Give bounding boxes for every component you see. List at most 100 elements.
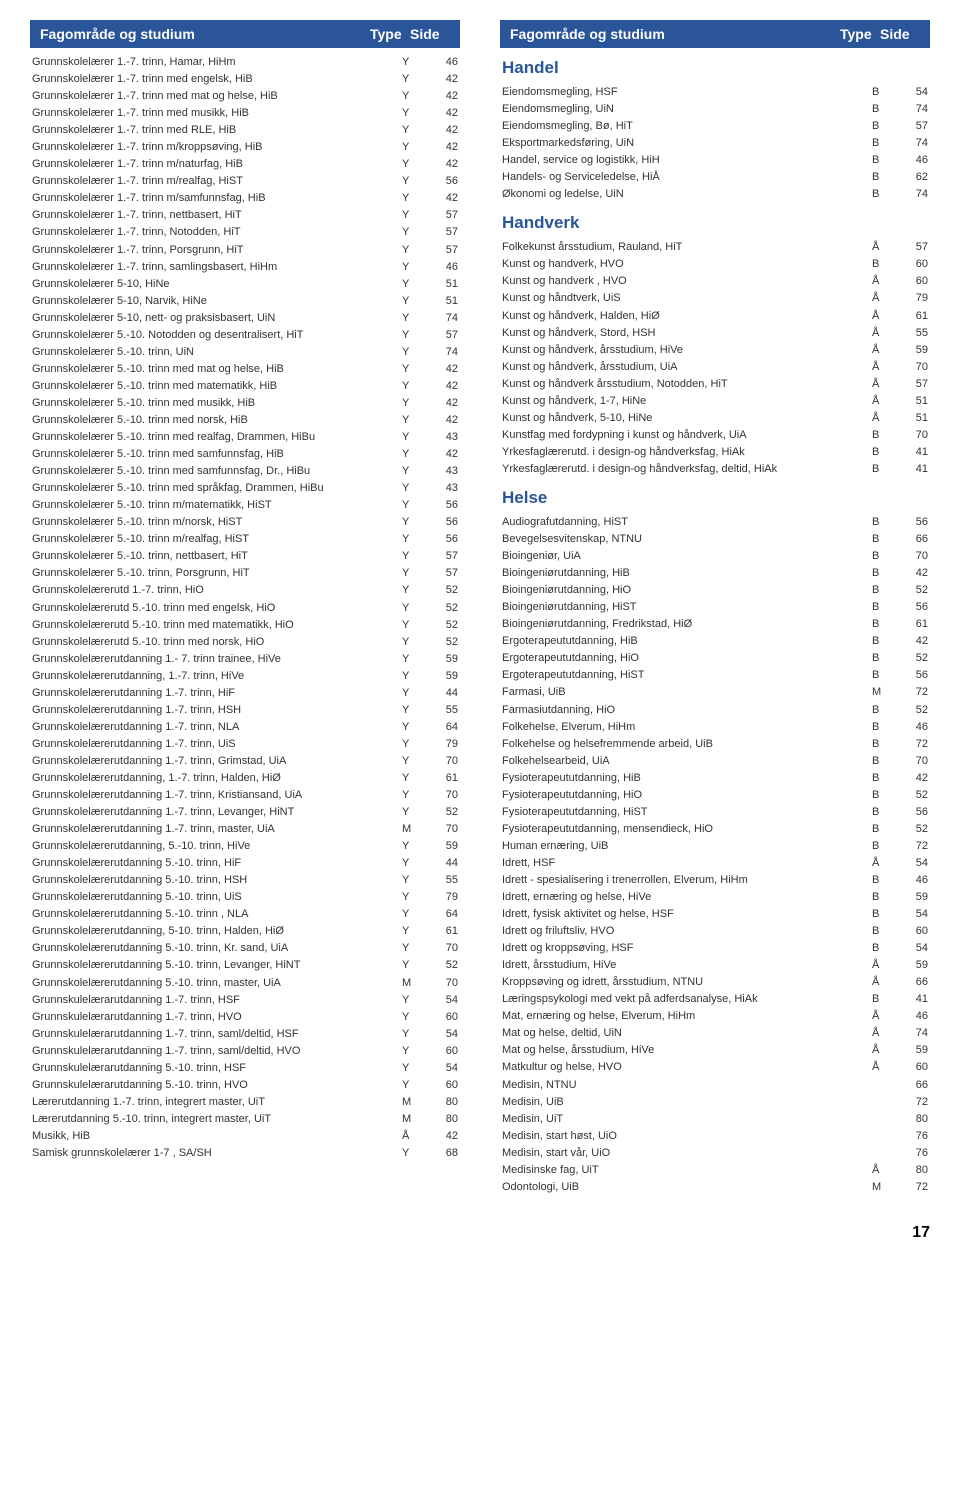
table-row: Grunnskulelærarutdanning 5.-10. trinn, H… xyxy=(30,1060,460,1077)
row-type: Y xyxy=(402,1077,430,1094)
row-side: 80 xyxy=(430,1094,458,1111)
row-name: Audiografutdanning, HiST xyxy=(502,514,872,531)
row-type: Y xyxy=(402,173,430,190)
row-name: Medisin, UiT xyxy=(502,1111,872,1128)
table-row: Idrett - spesialisering i trenerrollen, … xyxy=(500,872,930,889)
row-name: Kunst og håndverk, 5-10, HiNe xyxy=(502,410,872,427)
table-row: Fysioterapeututdanning, HiBB42 xyxy=(500,770,930,787)
row-name: Mat og helse, deltid, UiN xyxy=(502,1025,872,1042)
row-type: Y xyxy=(402,344,430,361)
row-type: Å xyxy=(872,410,900,427)
row-name: Grunnskolelærer 1.-7. trinn, Hamar, HiHm xyxy=(32,54,402,71)
row-name: Eiendomsmegling, HSF xyxy=(502,84,872,101)
row-name: Bioingeniørutdanning, HiB xyxy=(502,565,872,582)
table-row: Farmasi, UiBM72 xyxy=(500,684,930,701)
row-type: Y xyxy=(402,480,430,497)
row-type: B xyxy=(872,650,900,667)
table-row: Grunnskolelærerutdanning 5.-10. trinn, U… xyxy=(30,889,460,906)
row-type: M xyxy=(402,1111,430,1128)
row-type: B xyxy=(872,991,900,1008)
row-name: Grunnskolelærer 1.-7. trinn, Notodden, H… xyxy=(32,224,402,241)
row-type: Y xyxy=(402,259,430,276)
row-side: 52 xyxy=(430,600,458,617)
table-row: Audiografutdanning, HiSTB56 xyxy=(500,514,930,531)
row-type: B xyxy=(872,940,900,957)
row-type: B xyxy=(872,702,900,719)
row-type: Å xyxy=(872,308,900,325)
row-type: B xyxy=(872,787,900,804)
table-row: Grunnskolelærer 1.-7. trinn m/samfunnsfa… xyxy=(30,190,460,207)
row-type: Y xyxy=(402,293,430,310)
row-side: 59 xyxy=(900,889,928,906)
row-type: Å xyxy=(872,974,900,991)
row-side: 70 xyxy=(900,359,928,376)
row-type: Å xyxy=(872,1008,900,1025)
row-name: Grunnskolelærer 1.-7. trinn, samlingsbas… xyxy=(32,259,402,276)
row-side: 57 xyxy=(430,548,458,565)
table-row: Grunnskolelærerutdanning 5.-10. trinn , … xyxy=(30,906,460,923)
row-type: B xyxy=(872,548,900,565)
table-row: Grunnskolelærerutdanning, 1.-7. trinn, H… xyxy=(30,770,460,787)
table-row: Samisk grunnskolelærer 1-7 , SA/SHY68 xyxy=(30,1145,460,1162)
table-row: Grunnskolelærerutd 1.-7. trinn, HiOY52 xyxy=(30,582,460,599)
row-side: 42 xyxy=(430,446,458,463)
table-row: Lærerutdanning 1.-7. trinn, integrert ma… xyxy=(30,1094,460,1111)
row-name: Grunnskolelærerutdanning 5.-10. trinn, U… xyxy=(32,889,402,906)
left-column: Fagområde og studium Type Side Grunnskol… xyxy=(30,20,460,1196)
row-type: Y xyxy=(402,207,430,224)
row-name: Lærerutdanning 5.-10. trinn, integrert m… xyxy=(32,1111,402,1128)
row-name: Fysioterapeututdanning, HiB xyxy=(502,770,872,787)
row-side: 72 xyxy=(900,684,928,701)
row-side: 54 xyxy=(900,84,928,101)
row-name: Grunnskolelærerutdanning 1.-7. trinn, Kr… xyxy=(32,787,402,804)
row-side: 60 xyxy=(900,256,928,273)
row-side: 54 xyxy=(430,992,458,1009)
row-type: B xyxy=(872,84,900,101)
table-row: Grunnskolelærerutd 5.-10. trinn med enge… xyxy=(30,600,460,617)
row-name: Grunnskolelærerutdanning 1.- 7. trinn tr… xyxy=(32,651,402,668)
table-row: Yrkesfaglærerutd. i design-og håndverksf… xyxy=(500,444,930,461)
row-name: Kunst og håndverk, årsstudium, UiA xyxy=(502,359,872,376)
row-type: Y xyxy=(402,531,430,548)
table-row: Bioingeniørutdanning, HiSTB56 xyxy=(500,599,930,616)
table-row: Medisin, NTNU66 xyxy=(500,1077,930,1094)
row-side: 56 xyxy=(900,599,928,616)
row-name: Eiendomsmegling, Bø, HiT xyxy=(502,118,872,135)
row-type: Y xyxy=(402,770,430,787)
column-header: Fagområde og studium Type Side xyxy=(500,20,930,48)
row-type: B xyxy=(872,804,900,821)
row-name: Kroppsøving og idrett, årsstudium, NTNU xyxy=(502,974,872,991)
table-row: Grunnskulelærarutdanning 1.-7. trinn, sa… xyxy=(30,1026,460,1043)
row-type: Y xyxy=(402,242,430,259)
table-row: Grunnskolelærer 5.-10. trinn med samfunn… xyxy=(30,463,460,480)
table-row: Grunnskolelærer 5.-10. trinn, nettbasert… xyxy=(30,548,460,565)
table-row: Medisin, UiB72 xyxy=(500,1094,930,1111)
row-side: 72 xyxy=(900,736,928,753)
row-name: Læringspsykologi med vekt på adferdsanal… xyxy=(502,991,872,1008)
table-row: Grunnskolelærer 5.-10. trinn med norsk, … xyxy=(30,412,460,429)
row-type: M xyxy=(402,1094,430,1111)
row-name: Bioingeniørutdanning, Fredrikstad, HiØ xyxy=(502,616,872,633)
row-type: Y xyxy=(402,361,430,378)
row-side: 43 xyxy=(430,429,458,446)
header-type: Type xyxy=(840,26,880,42)
row-side: 59 xyxy=(900,342,928,359)
row-name: Grunnskolelærerutdanning 1.-7. trinn, Hi… xyxy=(32,685,402,702)
row-side: 42 xyxy=(900,633,928,650)
table-row: Folkekunst årsstudium, Rauland, HiTÅ57 xyxy=(500,239,930,256)
row-type: Å xyxy=(872,393,900,410)
row-name: Folkehelse, Elverum, HiHm xyxy=(502,719,872,736)
row-name: Grunnskolelærer 5.-10. trinn med norsk, … xyxy=(32,412,402,429)
row-type: Y xyxy=(402,54,430,71)
row-side: 54 xyxy=(900,906,928,923)
row-type: Y xyxy=(402,105,430,122)
row-side: 52 xyxy=(900,582,928,599)
row-type: B xyxy=(872,101,900,118)
table-row: Kunst og håndtverk, UiSÅ79 xyxy=(500,290,930,307)
row-type: B xyxy=(872,565,900,582)
row-name: Idrett, fysisk aktivitet og helse, HSF xyxy=(502,906,872,923)
row-name: Grunnskulelærarutdanning 5.-10. trinn, H… xyxy=(32,1060,402,1077)
table-row: Grunnskolelærerutdanning 1.- 7. trinn tr… xyxy=(30,651,460,668)
row-side: 46 xyxy=(900,1008,928,1025)
row-type: Y xyxy=(402,122,430,139)
